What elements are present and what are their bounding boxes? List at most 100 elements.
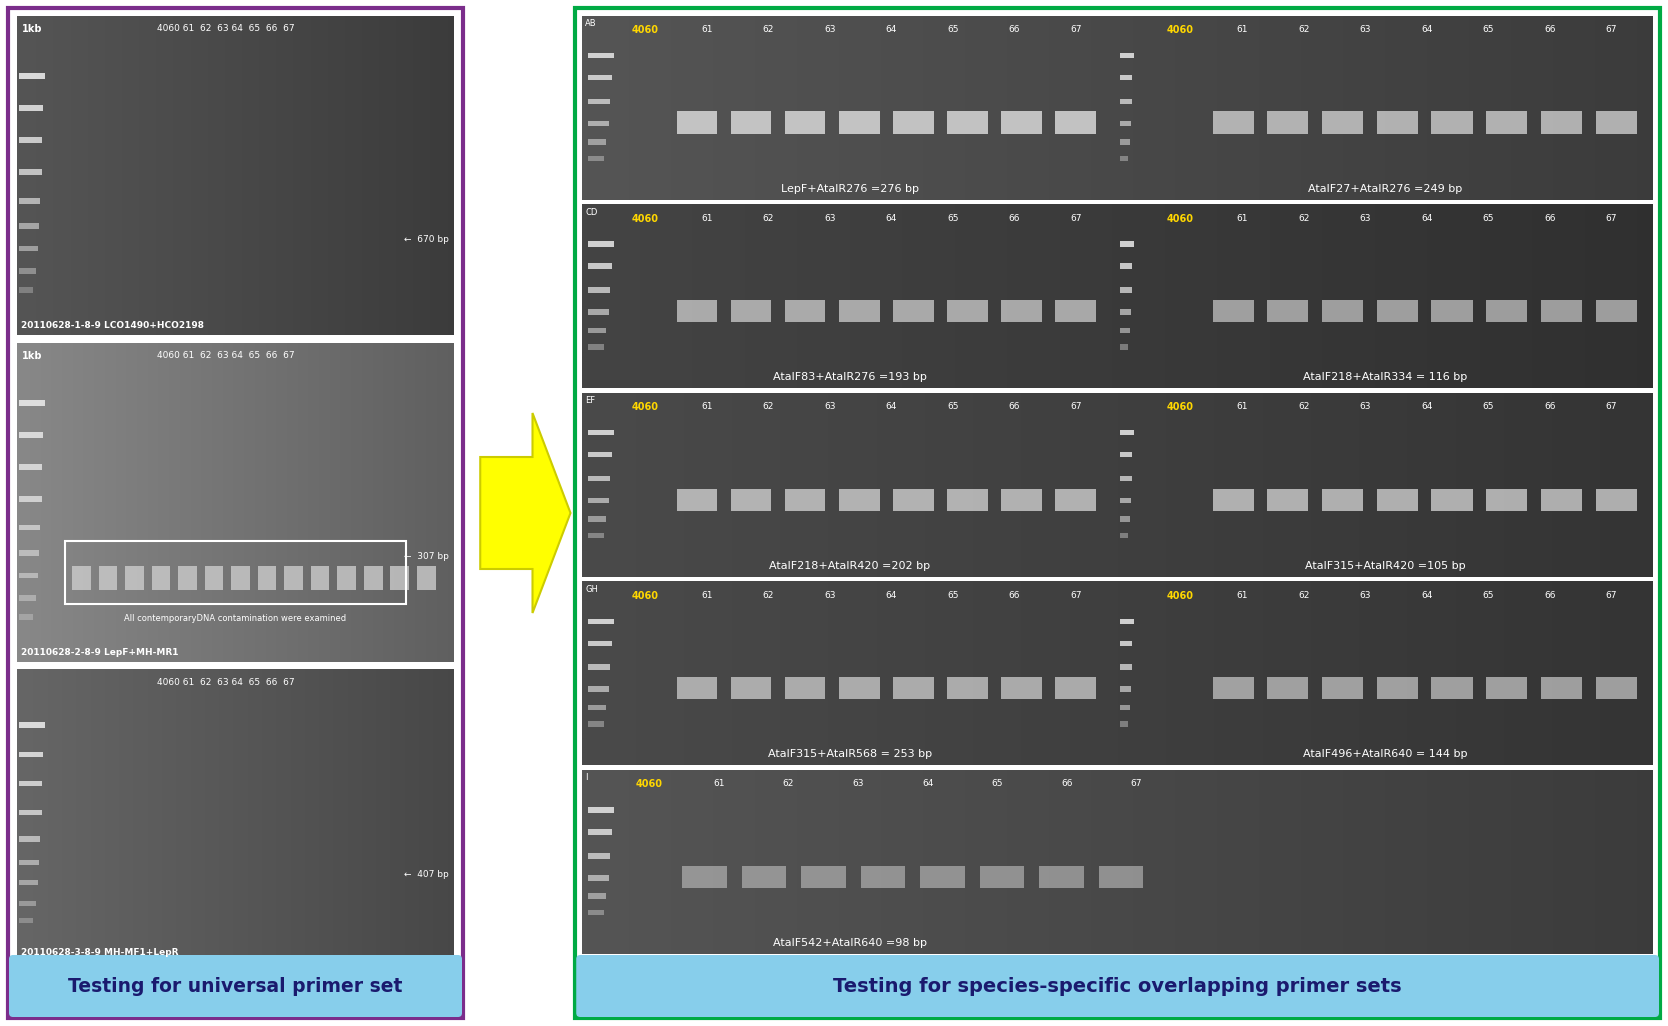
- Bar: [20, 781, 42, 786]
- Bar: [1486, 112, 1528, 133]
- Bar: [1268, 677, 1308, 700]
- Bar: [1323, 300, 1363, 322]
- Bar: [587, 516, 607, 521]
- Text: 62: 62: [1298, 591, 1309, 600]
- Bar: [731, 677, 771, 700]
- Text: 64: 64: [886, 25, 897, 34]
- Bar: [892, 300, 934, 322]
- Bar: [20, 137, 42, 143]
- Text: AtalF27+AtalR276 =249 bp: AtalF27+AtalR276 =249 bp: [1308, 184, 1463, 194]
- Bar: [20, 74, 45, 79]
- Text: All contemporaryDNA contamination were examined: All contemporaryDNA contamination were e…: [125, 615, 347, 624]
- Text: 65: 65: [947, 591, 959, 600]
- Text: AtalF496+AtalR640 = 144 bp: AtalF496+AtalR640 = 144 bp: [1303, 749, 1468, 759]
- Bar: [1323, 488, 1363, 511]
- Bar: [1121, 309, 1131, 315]
- Text: 4060: 4060: [632, 591, 659, 601]
- Text: 4060: 4060: [1168, 402, 1194, 412]
- Bar: [20, 918, 33, 923]
- Text: 67: 67: [1131, 780, 1143, 788]
- Bar: [1056, 112, 1096, 133]
- Bar: [892, 112, 934, 133]
- Bar: [1213, 112, 1254, 133]
- Bar: [125, 566, 143, 590]
- Text: 4060: 4060: [636, 780, 662, 789]
- Bar: [1268, 488, 1308, 511]
- Bar: [979, 866, 1024, 887]
- Text: ←  670 bp: ← 670 bp: [404, 235, 449, 244]
- Bar: [152, 566, 170, 590]
- Text: 65: 65: [1483, 402, 1495, 411]
- Bar: [1213, 300, 1254, 322]
- Bar: [1431, 677, 1473, 700]
- Text: 66: 66: [1009, 591, 1021, 600]
- Text: 63: 63: [824, 591, 836, 600]
- Bar: [587, 75, 612, 80]
- Text: 67: 67: [1071, 25, 1083, 34]
- Text: 65: 65: [947, 213, 959, 223]
- Text: 62: 62: [1298, 402, 1309, 411]
- Text: 4060: 4060: [1168, 213, 1194, 224]
- Bar: [587, 52, 614, 58]
- Bar: [20, 245, 38, 251]
- FancyBboxPatch shape: [575, 955, 1660, 1017]
- Text: AtalF218+AtalR420 =202 bp: AtalF218+AtalR420 =202 bp: [769, 561, 931, 570]
- Bar: [1541, 677, 1581, 700]
- Text: 4060: 4060: [632, 25, 659, 35]
- Bar: [1121, 665, 1131, 670]
- Text: 63: 63: [824, 25, 836, 34]
- Text: 20110628-2-8-9 LepF+MH-MR1: 20110628-2-8-9 LepF+MH-MR1: [22, 647, 178, 657]
- Bar: [1121, 516, 1129, 521]
- Bar: [731, 488, 771, 511]
- Bar: [284, 566, 304, 590]
- Bar: [587, 309, 609, 315]
- Bar: [1121, 686, 1131, 692]
- Text: 61: 61: [701, 402, 712, 411]
- Bar: [587, 875, 609, 880]
- Bar: [892, 488, 934, 511]
- Bar: [98, 566, 117, 590]
- Bar: [731, 300, 771, 322]
- Bar: [20, 524, 40, 530]
- Bar: [587, 894, 607, 899]
- Bar: [20, 880, 38, 885]
- Bar: [947, 677, 987, 700]
- Bar: [839, 300, 879, 322]
- Bar: [310, 566, 330, 590]
- Bar: [1001, 300, 1042, 322]
- Bar: [1121, 476, 1131, 481]
- Bar: [1376, 112, 1418, 133]
- Bar: [587, 721, 604, 726]
- Bar: [1376, 677, 1418, 700]
- Text: 1kb: 1kb: [22, 24, 42, 34]
- Bar: [1056, 488, 1096, 511]
- Text: 63: 63: [852, 780, 864, 788]
- Bar: [587, 327, 607, 333]
- Bar: [587, 121, 609, 126]
- Bar: [1268, 112, 1308, 133]
- Bar: [1039, 866, 1084, 887]
- Text: 66: 66: [1009, 25, 1021, 34]
- Text: AtalF315+AtalR420 =105 bp: AtalF315+AtalR420 =105 bp: [1304, 561, 1466, 570]
- Bar: [892, 677, 934, 700]
- Text: CD: CD: [585, 207, 597, 216]
- Bar: [1121, 619, 1134, 624]
- Bar: [1121, 721, 1128, 726]
- Bar: [1056, 677, 1096, 700]
- Bar: [20, 432, 43, 438]
- Bar: [587, 264, 612, 269]
- Text: 64: 64: [886, 591, 897, 600]
- Bar: [178, 566, 197, 590]
- Bar: [587, 829, 612, 835]
- Bar: [1121, 75, 1133, 80]
- Bar: [232, 566, 250, 590]
- Text: 61: 61: [1236, 591, 1248, 600]
- FancyBboxPatch shape: [8, 8, 464, 1018]
- Text: 67: 67: [1606, 25, 1618, 34]
- Bar: [786, 488, 826, 511]
- Bar: [1099, 866, 1143, 887]
- Bar: [390, 566, 409, 590]
- Bar: [20, 752, 43, 757]
- Bar: [20, 106, 43, 111]
- Text: 66: 66: [1009, 402, 1021, 411]
